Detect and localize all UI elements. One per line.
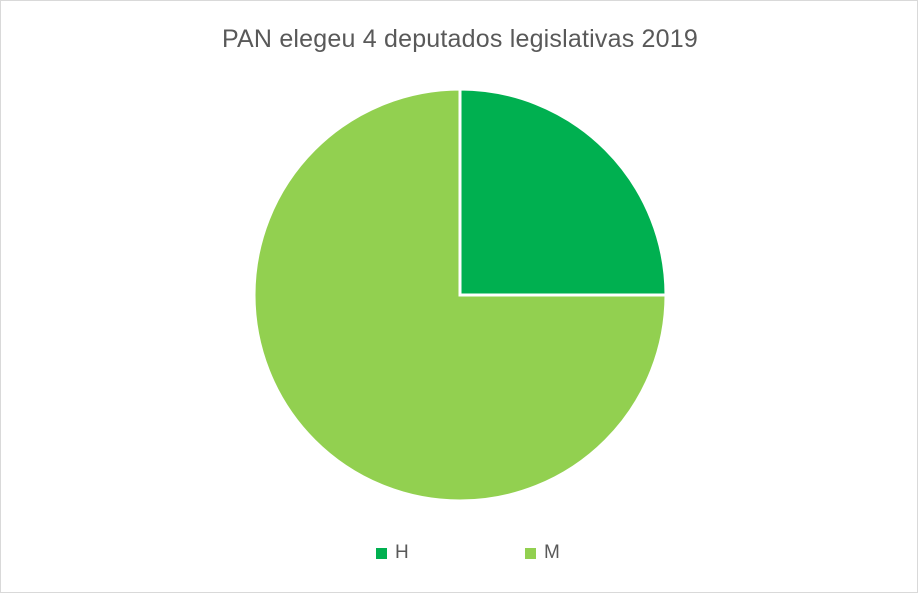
pie-slice-h: [458, 87, 668, 297]
legend-swatch-h: [376, 547, 387, 559]
legend-entry-m: M: [525, 541, 560, 565]
chart-title: PAN elegeu 4 deputados legislativas 2019: [222, 25, 698, 53]
legend-label-m: M: [544, 542, 560, 563]
legend-entry-h: H: [376, 541, 409, 565]
legend-label-h: H: [395, 542, 409, 563]
legend: H M: [1, 541, 918, 565]
legend-swatch-m: [525, 547, 536, 559]
pie-slice-m: [252, 87, 668, 503]
pie-slices: [252, 87, 668, 503]
